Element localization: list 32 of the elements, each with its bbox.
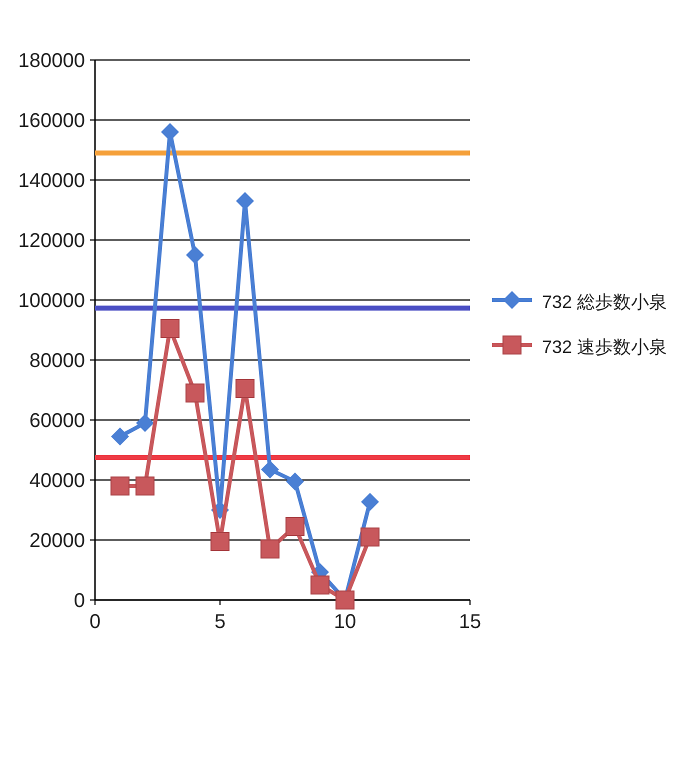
point <box>110 476 130 496</box>
y-tick-label: 40000 <box>29 470 85 492</box>
legend-label: 732 速歩数小泉 <box>542 337 668 357</box>
point <box>360 528 380 546</box>
point <box>261 460 279 478</box>
point <box>210 532 230 551</box>
point <box>186 246 204 264</box>
legend-label: 732 総歩数小泉 <box>542 292 668 312</box>
point <box>136 476 154 496</box>
point <box>111 428 129 446</box>
point <box>286 472 304 490</box>
y-tick-label: 160000 <box>18 110 85 132</box>
y-tick-label: 180000 <box>18 50 85 72</box>
point <box>160 319 180 338</box>
x-tick-label: 15 <box>458 611 482 633</box>
y-tick-label: 0 <box>74 590 85 612</box>
point <box>361 492 379 511</box>
point <box>286 517 304 536</box>
point <box>186 384 204 402</box>
point <box>310 576 330 594</box>
x-tick-label: 5 <box>214 611 226 633</box>
point <box>260 540 280 558</box>
x-tick-label: 0 <box>89 611 101 633</box>
point <box>136 414 154 432</box>
y-tick-label: 100000 <box>18 290 85 312</box>
x-tick-label: 10 <box>334 611 356 633</box>
y-tick-label: 20000 <box>29 530 85 552</box>
point <box>236 379 254 398</box>
y-tick-label: 140000 <box>18 170 85 192</box>
y-tick-label: 80000 <box>29 350 85 372</box>
y-tick-label: 60000 <box>29 410 85 432</box>
y-tick-label: 120000 <box>18 230 85 252</box>
